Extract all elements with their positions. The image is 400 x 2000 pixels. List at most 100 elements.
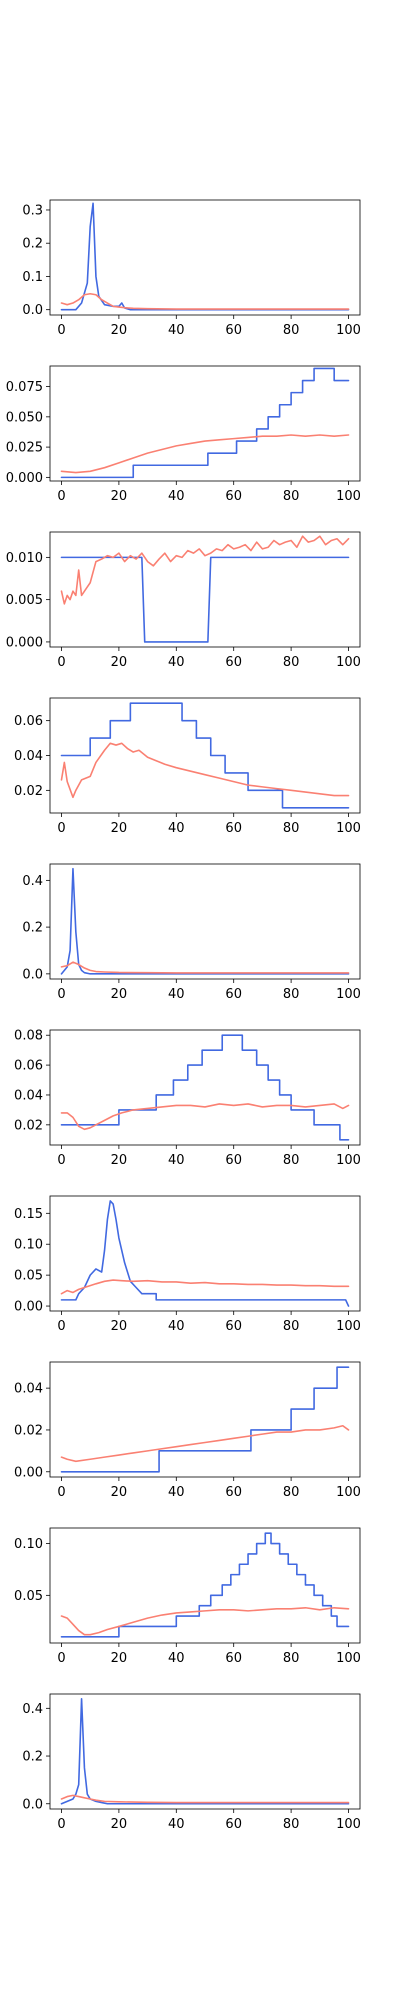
chart-panel-8: 0 20 40 60 80 100 0.00 0.02 0.04 xyxy=(14,1361,361,1500)
y-tick-label: 0.06 xyxy=(14,714,43,729)
x-tick-label: 0 xyxy=(57,489,65,504)
axes-frame xyxy=(49,1361,361,1478)
blue-series-line xyxy=(60,202,350,311)
y-tick-label: 0.3 xyxy=(22,203,43,218)
y-tick-label: 0.02 xyxy=(14,784,43,799)
salmon-series-line xyxy=(60,961,350,974)
y-tick-label: 0.04 xyxy=(14,1382,43,1397)
chart-panel-1: 0 20 40 60 80 100 0.0 0.1 0.2 0.3 xyxy=(22,199,361,338)
x-tick-label: 100 xyxy=(336,1153,361,1168)
x-tick-label: 60 xyxy=(225,821,242,836)
y-tick-label: 0.000 xyxy=(6,471,43,486)
x-tick-label: 40 xyxy=(168,489,185,504)
x-tick-label: 40 xyxy=(168,1485,185,1500)
x-tick-label: 80 xyxy=(283,655,300,670)
blue-series-line xyxy=(60,556,350,643)
x-tick-label: 60 xyxy=(225,655,242,670)
x-tick-label: 80 xyxy=(283,1817,300,1832)
salmon-series-line xyxy=(60,1794,350,1804)
y-tick-label: 0.00 xyxy=(14,1300,43,1315)
x-tick-label: 20 xyxy=(111,1817,128,1832)
axes-frame xyxy=(49,531,361,648)
y-tick-label: 0.02 xyxy=(14,1118,43,1133)
x-tick-label: 0 xyxy=(57,655,65,670)
blue-series-line xyxy=(60,1034,350,1141)
blue-series-line xyxy=(60,1532,350,1638)
y-tick-label: 0.0 xyxy=(22,967,43,982)
axes-frame xyxy=(49,365,361,482)
x-tick-label: 0 xyxy=(57,1651,65,1666)
blue-series-line xyxy=(60,367,350,479)
y-tick-label: 0.10 xyxy=(14,1238,43,1253)
y-tick-label: 0.010 xyxy=(6,551,43,566)
salmon-series-line xyxy=(60,434,350,474)
x-tick-label: 100 xyxy=(336,1319,361,1334)
y-tick-label: 0.2 xyxy=(22,1750,43,1765)
blue-series-line xyxy=(60,867,350,975)
x-tick-label: 0 xyxy=(57,1319,65,1334)
x-tick-label: 100 xyxy=(336,1651,361,1666)
axes-frame xyxy=(49,863,361,980)
salmon-series-line xyxy=(60,742,350,799)
axes-frame xyxy=(49,199,361,316)
y-tick-label: 0.1 xyxy=(22,270,43,285)
y-tick-label: 0.02 xyxy=(14,1423,43,1438)
salmon-series-line xyxy=(60,292,350,310)
x-tick-label: 0 xyxy=(57,1485,65,1500)
salmon-series-line xyxy=(60,1606,350,1636)
x-tick-label: 0 xyxy=(57,987,65,1002)
x-tick-label: 40 xyxy=(168,821,185,836)
x-tick-label: 20 xyxy=(111,323,128,338)
x-tick-label: 60 xyxy=(225,1817,242,1832)
x-tick-label: 60 xyxy=(225,987,242,1002)
chart-panel-4: 0 20 40 60 80 100 0.02 0.04 0.06 xyxy=(14,697,361,836)
x-tick-label: 20 xyxy=(111,489,128,504)
x-tick-label: 100 xyxy=(336,1817,361,1832)
x-tick-label: 80 xyxy=(283,987,300,1002)
x-tick-label: 100 xyxy=(336,323,361,338)
x-tick-label: 20 xyxy=(111,1485,128,1500)
x-tick-label: 20 xyxy=(111,1153,128,1168)
y-tick-label: 0.050 xyxy=(6,410,43,425)
chart-panel-6: 0 20 40 60 80 100 0.02 0.04 0.06 0.08 xyxy=(14,1029,361,1168)
salmon-series-line xyxy=(60,1279,350,1295)
x-tick-label: 80 xyxy=(283,1153,300,1168)
x-tick-label: 60 xyxy=(225,1651,242,1666)
x-tick-label: 0 xyxy=(57,323,65,338)
salmon-series-line xyxy=(60,1103,350,1131)
axes-frame xyxy=(49,697,361,814)
blue-series-line xyxy=(60,1366,350,1473)
y-tick-label: 0.05 xyxy=(14,1269,43,1284)
y-tick-label: 0.0 xyxy=(22,303,43,318)
x-tick-label: 80 xyxy=(283,489,300,504)
x-tick-label: 100 xyxy=(336,987,361,1002)
y-tick-label: 0.025 xyxy=(6,441,43,456)
x-tick-label: 80 xyxy=(283,1651,300,1666)
y-tick-label: 0.04 xyxy=(14,1088,43,1103)
x-tick-label: 40 xyxy=(168,323,185,338)
axes-frame xyxy=(49,1029,361,1146)
x-tick-label: 20 xyxy=(111,1319,128,1334)
x-tick-label: 20 xyxy=(111,987,128,1002)
blue-series-line xyxy=(60,1200,350,1307)
y-tick-label: 0.04 xyxy=(14,749,43,764)
chart-panel-3: 0 20 40 60 80 100 0.000 0.005 0.010 xyxy=(6,531,361,670)
blue-series-line xyxy=(60,1697,350,1805)
x-tick-label: 60 xyxy=(225,323,242,338)
y-tick-label: 0.08 xyxy=(14,1029,43,1044)
x-tick-label: 80 xyxy=(283,1319,300,1334)
y-tick-label: 0.4 xyxy=(22,1702,43,1717)
y-tick-label: 0.00 xyxy=(14,1465,43,1480)
axes-frame xyxy=(49,1693,361,1810)
x-tick-label: 40 xyxy=(168,987,185,1002)
y-tick-label: 0.06 xyxy=(14,1059,43,1074)
y-tick-label: 0.05 xyxy=(14,1589,43,1604)
x-tick-label: 60 xyxy=(225,1319,242,1334)
chart-panel-10: 0 20 40 60 80 100 0.0 0.2 0.4 xyxy=(22,1693,361,1832)
axes-frame xyxy=(49,1195,361,1312)
y-tick-label: 0.2 xyxy=(22,921,43,936)
chart-panel-7: 0 20 40 60 80 100 0.00 0.05 0.10 0.15 xyxy=(14,1195,361,1334)
x-tick-label: 80 xyxy=(283,323,300,338)
y-tick-label: 0.005 xyxy=(6,593,43,608)
y-tick-label: 0.0 xyxy=(22,1797,43,1812)
